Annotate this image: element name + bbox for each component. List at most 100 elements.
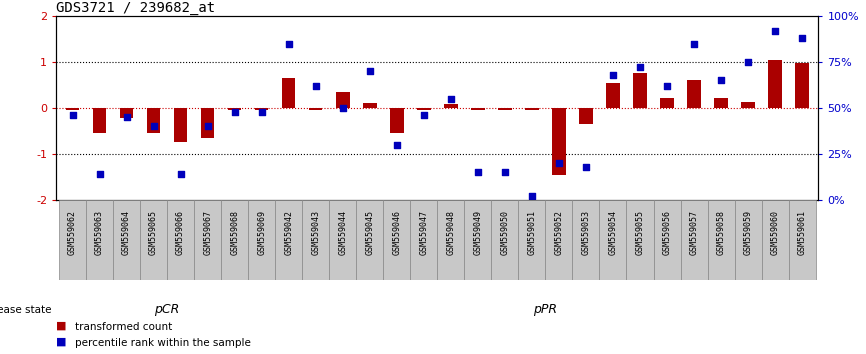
Bar <box>120 108 133 118</box>
Text: GSM559065: GSM559065 <box>149 210 158 255</box>
Point <box>606 72 620 78</box>
Bar <box>525 108 539 110</box>
Text: GSM559043: GSM559043 <box>311 210 320 255</box>
Point <box>660 83 674 89</box>
Bar <box>654 200 681 280</box>
Bar <box>59 200 86 280</box>
Text: GSM559044: GSM559044 <box>339 210 347 255</box>
Text: GDS3721 / 239682_at: GDS3721 / 239682_at <box>56 1 216 15</box>
Bar <box>93 108 107 133</box>
Bar <box>789 200 816 280</box>
Bar <box>113 200 140 280</box>
Bar <box>708 200 734 280</box>
Text: GSM559063: GSM559063 <box>95 210 104 255</box>
Bar <box>714 98 727 108</box>
Point <box>525 194 539 199</box>
Bar <box>221 200 249 280</box>
Bar <box>498 108 512 110</box>
Text: pCR: pCR <box>154 303 180 316</box>
Text: GSM559045: GSM559045 <box>365 210 374 255</box>
Text: GSM559047: GSM559047 <box>419 210 429 255</box>
Point <box>363 68 377 74</box>
Bar <box>275 200 302 280</box>
Point <box>498 170 512 175</box>
Point <box>201 124 215 129</box>
Text: percentile rank within the sample: percentile rank within the sample <box>75 338 251 348</box>
Text: GSM559062: GSM559062 <box>68 210 77 255</box>
Bar <box>336 92 350 108</box>
Text: GSM559061: GSM559061 <box>798 210 806 255</box>
Text: GSM559048: GSM559048 <box>446 210 456 255</box>
Bar <box>302 200 329 280</box>
Bar <box>390 108 404 133</box>
Point <box>390 142 404 148</box>
Point <box>444 96 458 102</box>
Point <box>768 28 782 34</box>
Bar <box>329 200 356 280</box>
Bar <box>761 200 789 280</box>
Bar <box>66 108 80 110</box>
Bar <box>417 108 430 110</box>
Point <box>741 59 755 65</box>
Bar <box>282 78 295 108</box>
Point <box>687 41 701 46</box>
Point <box>281 41 295 46</box>
Text: GSM559066: GSM559066 <box>176 210 185 255</box>
Point <box>336 105 350 111</box>
Bar <box>471 108 485 110</box>
Bar <box>768 59 782 108</box>
Bar <box>140 200 167 280</box>
Text: GSM559067: GSM559067 <box>204 210 212 255</box>
Bar <box>384 200 410 280</box>
Text: ■: ■ <box>56 337 67 347</box>
Point <box>228 109 242 114</box>
Point <box>255 109 268 114</box>
Text: GSM559068: GSM559068 <box>230 210 239 255</box>
Bar <box>167 200 194 280</box>
Bar <box>194 200 221 280</box>
Bar <box>599 200 626 280</box>
Point <box>120 114 133 120</box>
Point <box>309 83 323 89</box>
Bar <box>681 200 708 280</box>
Text: GSM559042: GSM559042 <box>284 210 294 255</box>
Bar <box>437 200 464 280</box>
Text: GSM559058: GSM559058 <box>716 210 726 255</box>
Bar <box>174 108 187 142</box>
Bar <box>491 200 519 280</box>
Bar <box>579 108 592 124</box>
Text: GSM559054: GSM559054 <box>609 210 617 255</box>
Point <box>93 171 107 177</box>
Bar <box>553 108 565 175</box>
Bar <box>519 200 546 280</box>
Point <box>146 124 160 129</box>
Bar <box>356 200 384 280</box>
Bar <box>795 63 809 108</box>
Point <box>417 113 430 118</box>
Text: GSM559064: GSM559064 <box>122 210 131 255</box>
Bar <box>626 200 654 280</box>
Bar <box>741 102 755 108</box>
Bar <box>201 108 215 138</box>
Text: GSM559059: GSM559059 <box>744 210 753 255</box>
Point <box>714 78 728 83</box>
Text: GSM559060: GSM559060 <box>771 210 779 255</box>
Bar <box>249 200 275 280</box>
Text: GSM559053: GSM559053 <box>581 210 591 255</box>
Point <box>471 170 485 175</box>
Point <box>795 35 809 41</box>
Text: GSM559051: GSM559051 <box>527 210 536 255</box>
Text: GSM559057: GSM559057 <box>689 210 699 255</box>
Text: GSM559050: GSM559050 <box>501 210 509 255</box>
Bar <box>464 200 491 280</box>
Point <box>174 171 188 177</box>
Bar <box>572 200 599 280</box>
Text: GSM559055: GSM559055 <box>636 210 644 255</box>
Bar <box>147 108 160 133</box>
Text: pPR: pPR <box>533 303 558 316</box>
Text: GSM559049: GSM559049 <box>474 210 482 255</box>
Bar <box>734 200 761 280</box>
Text: ■: ■ <box>56 321 67 331</box>
Text: GSM559046: GSM559046 <box>392 210 401 255</box>
Bar <box>410 200 437 280</box>
